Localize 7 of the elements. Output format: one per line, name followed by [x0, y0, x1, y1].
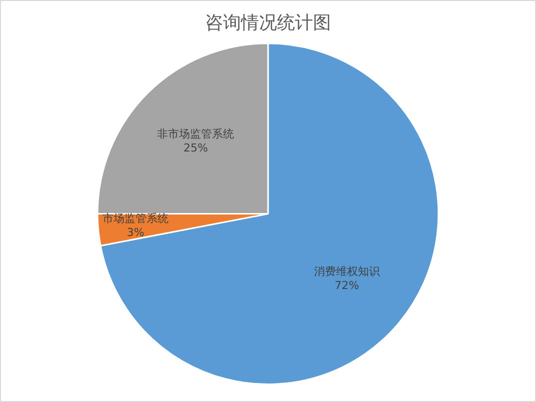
- slice-label: 消费维权知识: [314, 264, 380, 278]
- data-label: 72%: [334, 278, 360, 292]
- data-label: 25%: [183, 141, 208, 154]
- slice-label: 市场监管系统: [102, 212, 169, 226]
- slice-label: 非市场监管系统: [157, 127, 234, 140]
- data-label: 3%: [126, 226, 144, 240]
- chart-title: 咨询情况统计图: [205, 12, 331, 34]
